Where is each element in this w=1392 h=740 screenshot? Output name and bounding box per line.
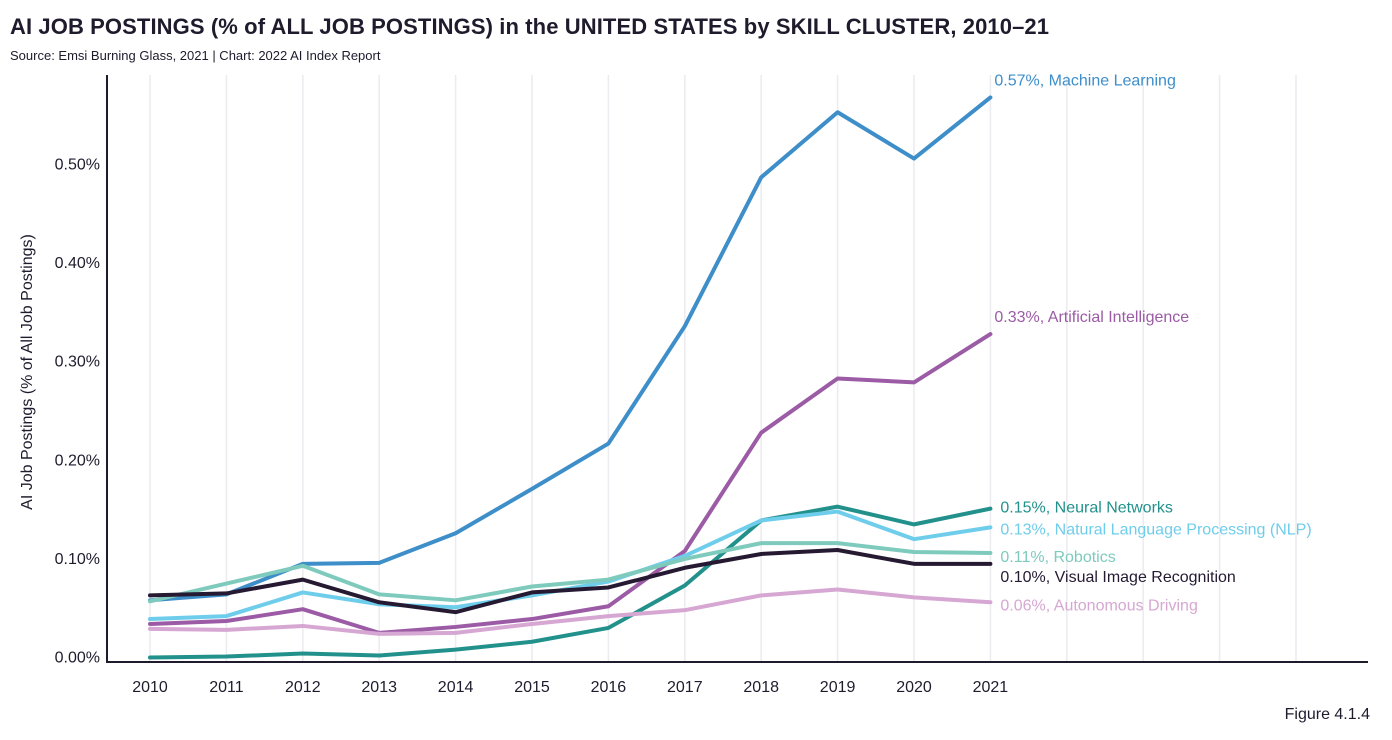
x-tick-label: 2019 <box>820 679 856 696</box>
series-label: 0.11%, Robotics <box>1000 549 1115 566</box>
figure-label: Figure 4.1.4 <box>1284 706 1370 723</box>
series-label: 0.57%, Machine Learning <box>994 72 1175 89</box>
chart-title: AI JOB POSTINGS (% of ALL JOB POSTINGS) … <box>10 14 1050 39</box>
x-tick-label: 2015 <box>514 679 550 696</box>
x-tick-label: 2017 <box>667 679 703 696</box>
series-label: 0.06%, Autonomous Driving <box>1000 597 1197 614</box>
chart-subtitle: Source: Emsi Burning Glass, 2021 | Chart… <box>10 48 381 63</box>
series-lines <box>148 95 993 660</box>
y-tick-labels: 0.00% 0.10% 0.20% 0.30% 0.40% 0.50% <box>55 157 100 667</box>
x-tick-label: 2014 <box>438 679 474 696</box>
x-tick-label: 2012 <box>285 679 321 696</box>
y-tick-label: 0.40% <box>55 255 100 272</box>
x-tick-label: 2020 <box>896 679 932 696</box>
x-tick-labels: 2010 2011 2012 2013 2014 2015 2016 2017 2018 2019… <box>132 679 1008 696</box>
series-label: 0.33%, Artificial Intelligence <box>994 309 1189 326</box>
y-axis-title: AI Job Postings (% of All Job Postings) <box>19 234 36 510</box>
y-tick-label: 0.10% <box>55 551 100 568</box>
y-tick-label: 0.50% <box>55 157 100 174</box>
series-label: 0.10%, Visual Image Recognition <box>1000 569 1235 586</box>
series-label: 0.13%, Natural Language Processing (NLP) <box>1000 521 1311 538</box>
x-tick-label: 2016 <box>591 679 627 696</box>
x-tick-label: 2013 <box>361 679 397 696</box>
x-tick-label: 2011 <box>209 679 244 696</box>
series-line-artificial-intelligence <box>148 332 993 635</box>
y-tick-label: 0.20% <box>55 452 100 469</box>
series-line-robotics <box>148 541 993 604</box>
axes <box>106 75 1368 663</box>
x-tick-label: 2021 <box>973 679 1009 696</box>
x-tick-label: 2010 <box>132 679 168 696</box>
x-tick-label: 2018 <box>743 679 779 696</box>
series-labels: 0.57%, Machine Learning 0.33%, Artificial… <box>994 72 1311 614</box>
y-tick-label: 0.00% <box>55 650 100 667</box>
series-label: 0.15%, Neural Networks <box>1000 500 1173 517</box>
series-line-natural-language-processing-nlp <box>148 509 993 622</box>
series-line-visual-image-recognition <box>148 548 993 615</box>
series-line-machine-learning <box>148 95 993 603</box>
series-line-autonomous-driving <box>148 587 993 636</box>
series-line-neural-networks <box>148 504 993 660</box>
y-tick-label: 0.30% <box>55 354 100 371</box>
